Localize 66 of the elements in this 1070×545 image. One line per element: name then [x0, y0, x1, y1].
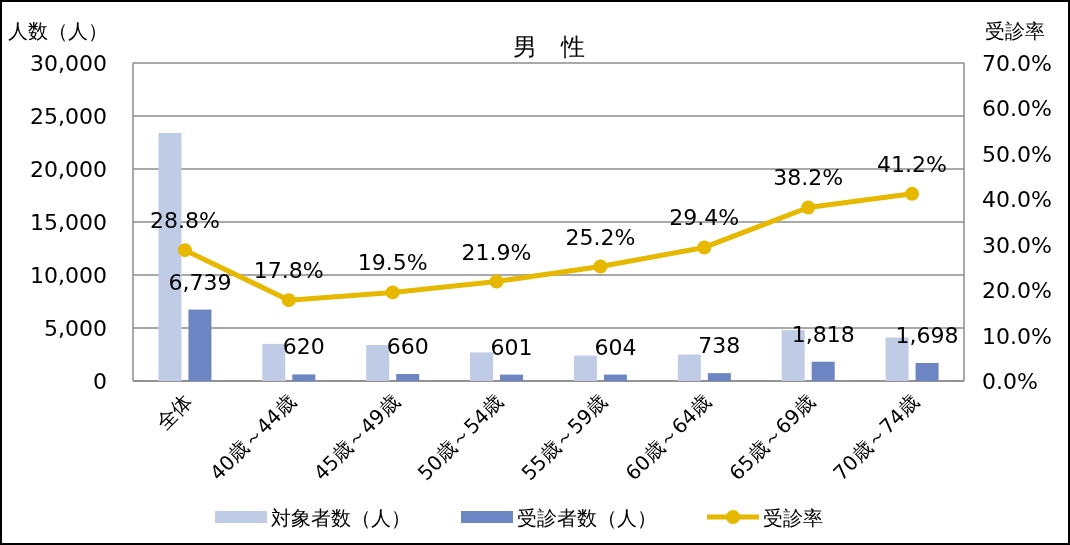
point [177, 243, 192, 258]
x-tick-label: 50歳～54歳 [412, 389, 509, 485]
y-tick-label: 10,000 [30, 263, 107, 288]
data-label: 38.2% [773, 165, 844, 191]
bar [500, 374, 524, 381]
chart-title: 男 性 [512, 33, 585, 61]
data-label: 41.2% [877, 151, 948, 177]
bar [573, 355, 597, 381]
data-label: 738 [698, 333, 741, 359]
data-label: 620 [282, 334, 325, 360]
legend-label: 受診者数（人） [517, 506, 657, 530]
point [593, 259, 608, 274]
bar [262, 343, 286, 381]
bar [677, 354, 701, 381]
bar [366, 344, 390, 381]
y2-tick-label: 60.0% [982, 96, 1052, 122]
bar [603, 374, 627, 381]
data-label: 1,698 [895, 323, 959, 348]
x-tick-label: 45歳～49歳 [308, 389, 405, 485]
bar [188, 309, 212, 381]
y2-tick-label: 30.0% [982, 232, 1052, 258]
data-label: 601 [490, 334, 533, 360]
y2-tick-label: 10.0% [982, 323, 1052, 349]
y-axis-title: 人数（人） [8, 19, 108, 43]
point [281, 293, 296, 308]
y2-tick-label: 40.0% [982, 187, 1052, 213]
data-label: 19.5% [357, 250, 428, 276]
y-tick-label: 15,000 [30, 210, 107, 235]
x-tick-label: 40歳～44歳 [204, 389, 301, 485]
data-label: 25.2% [565, 224, 636, 250]
data-label: 28.8% [149, 208, 220, 234]
bar [396, 374, 420, 381]
bar [915, 363, 939, 381]
x-tick-label: 65歳～69歳 [724, 389, 820, 485]
point [801, 200, 816, 215]
point [697, 240, 712, 255]
data-label: 1,818 [791, 321, 855, 347]
y-tick-label: 30,000 [30, 51, 107, 76]
x-tick-label: 60歳～64歳 [620, 389, 716, 485]
y2-tick-label: 0.0% [982, 369, 1038, 394]
data-label: 6,739 [168, 269, 232, 295]
y2-tick-label: 70.0% [982, 51, 1052, 76]
y-tick-label: 25,000 [30, 104, 107, 129]
point [385, 285, 400, 300]
bar [292, 374, 316, 381]
y-tick-label: 0 [93, 369, 107, 394]
point [489, 274, 504, 289]
y2-axis-title: 受診率 [985, 19, 1045, 43]
y-tick-label: 5,000 [44, 316, 107, 341]
data-label: 604 [594, 334, 637, 360]
data-label: 17.8% [253, 258, 324, 284]
y-tick-label: 20,000 [30, 157, 107, 182]
point [905, 186, 920, 201]
bar [707, 373, 731, 381]
bar [470, 352, 494, 381]
data-label: 29.4% [669, 205, 740, 231]
y2-tick-label: 20.0% [982, 278, 1052, 304]
x-tick-label: 70歳～74歳 [828, 389, 924, 485]
data-label: 660 [386, 334, 429, 359]
legend-label: 対象者数（人） [271, 506, 411, 530]
legend-label: 受診率 [763, 506, 823, 530]
bar [811, 361, 835, 381]
x-tick-label: 全体 [151, 389, 197, 435]
x-tick-label: 55歳～59歳 [516, 389, 612, 485]
data-label: 21.9% [461, 239, 532, 265]
y2-tick-label: 50.0% [982, 141, 1052, 167]
